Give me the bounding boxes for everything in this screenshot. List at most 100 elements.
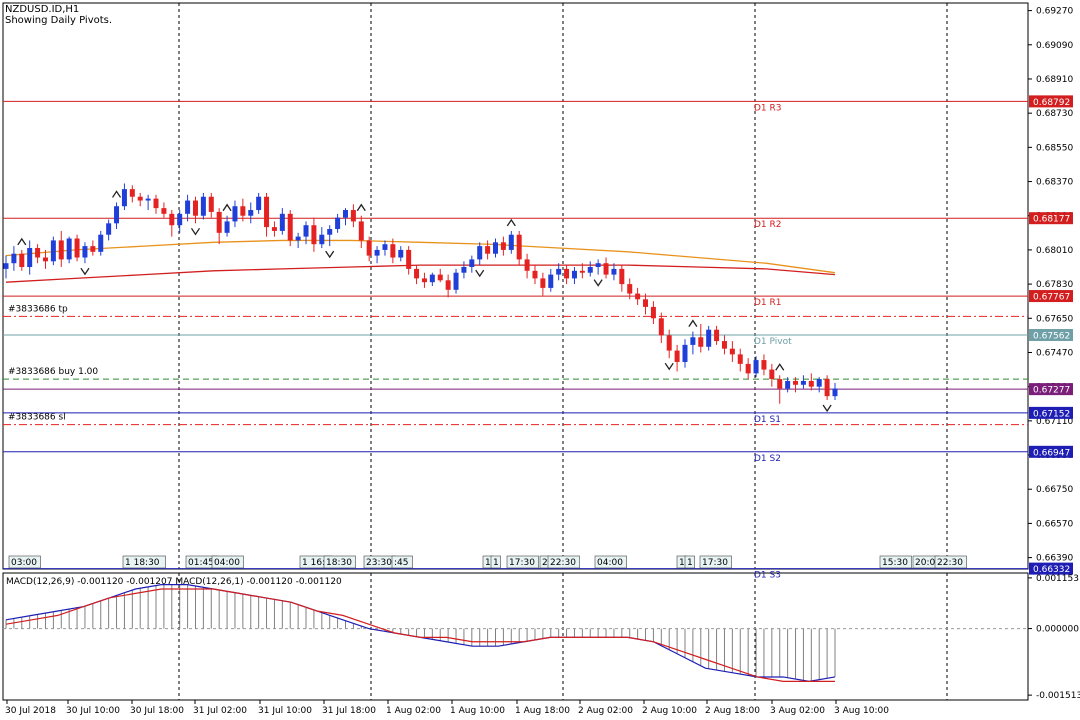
candle-body bbox=[50, 240, 56, 262]
x-tick-label: 1 Aug 18:00 bbox=[515, 706, 570, 716]
pivot-label: D1 S1 bbox=[754, 415, 781, 425]
x-tick-label: 1 Aug 10:00 bbox=[450, 706, 505, 716]
candle-body bbox=[477, 246, 483, 260]
x-tick-label: 3 Aug 02:00 bbox=[770, 706, 825, 716]
time-marker-box bbox=[211, 555, 244, 569]
y-tick-label: 0.66750 bbox=[1036, 485, 1073, 495]
fractal-marker bbox=[190, 227, 201, 236]
x-tick-label: 1 Aug 02:00 bbox=[386, 706, 441, 716]
subtitle-label: Showing Daily Pivots. bbox=[5, 15, 113, 26]
candle-body bbox=[121, 189, 127, 207]
macd-y-tick-label: 0.000000 bbox=[1036, 625, 1079, 635]
time-marker-box bbox=[699, 555, 732, 569]
candle-body bbox=[256, 196, 262, 211]
candle-body bbox=[11, 253, 17, 264]
time-marker: 03:00 bbox=[11, 558, 37, 568]
candle-body bbox=[327, 229, 333, 235]
main-pane-frame bbox=[2, 2, 1029, 570]
candle-body bbox=[335, 217, 341, 230]
y-tick-label: 0.67650 bbox=[1036, 314, 1073, 324]
candle-body bbox=[192, 200, 198, 216]
time-marker: 22:30 bbox=[937, 558, 963, 568]
y-tick-label: 0.68550 bbox=[1036, 143, 1073, 153]
candle-body bbox=[90, 246, 96, 252]
x-tick-label: 2 Aug 02:00 bbox=[578, 706, 633, 716]
ma-fast-line bbox=[5, 239, 836, 274]
candle-body bbox=[445, 280, 451, 290]
candle-body bbox=[571, 270, 577, 279]
signal-line bbox=[5, 588, 835, 682]
time-marker: 1 bbox=[679, 558, 685, 568]
trade-label: #3833686 sl bbox=[8, 413, 66, 423]
pivot-label: D1 S3 bbox=[754, 571, 781, 581]
symbol-label: NZDUSD.ID,H1 bbox=[5, 4, 80, 15]
candle-body bbox=[753, 360, 759, 374]
x-tick-label: 30 Jul 2018 bbox=[5, 706, 56, 716]
candle-body bbox=[414, 268, 420, 279]
price-tag-text: 0.68792 bbox=[1033, 98, 1070, 108]
time-marker-box bbox=[879, 555, 912, 569]
candle-body bbox=[516, 234, 522, 260]
time-marker-box bbox=[122, 555, 166, 569]
candle-body bbox=[761, 360, 767, 370]
x-tick-label: 31 Jul 10:00 bbox=[258, 706, 312, 716]
candle-body bbox=[421, 278, 427, 283]
candle-body bbox=[358, 221, 364, 241]
candle-body bbox=[493, 242, 499, 254]
candle-body bbox=[603, 263, 609, 275]
candle-body bbox=[287, 213, 293, 241]
fractal-marker bbox=[664, 362, 674, 371]
time-marker: 1 bbox=[493, 558, 499, 568]
candle-body bbox=[658, 318, 664, 336]
time-marker-box bbox=[323, 555, 356, 569]
candle-body bbox=[832, 388, 838, 397]
candle-body bbox=[666, 335, 672, 351]
fractal-marker bbox=[506, 218, 516, 227]
candle-body bbox=[579, 270, 585, 273]
candle-body bbox=[619, 268, 625, 285]
candle-body bbox=[556, 268, 562, 275]
candle-body bbox=[698, 337, 704, 347]
time-marker: 17:30 bbox=[702, 558, 728, 568]
candle-body bbox=[721, 341, 727, 349]
fractal-marker bbox=[475, 269, 485, 278]
candle-body bbox=[690, 337, 696, 345]
candle-body bbox=[785, 380, 791, 389]
price-tag-text: 0.67767 bbox=[1033, 293, 1070, 303]
time-marker: :45 bbox=[394, 558, 408, 568]
candle-body bbox=[800, 380, 806, 385]
price-tag-box bbox=[1029, 95, 1073, 108]
candle-body bbox=[540, 278, 546, 288]
candle-body bbox=[374, 249, 380, 256]
candle-body bbox=[469, 259, 475, 268]
candle-body bbox=[232, 206, 238, 222]
x-tick-label: 3 Aug 10:00 bbox=[834, 706, 889, 716]
y-tick-label: 0.67110 bbox=[1036, 417, 1073, 427]
pivot-label: D1 Pivot bbox=[754, 337, 792, 347]
time-marker-box bbox=[684, 555, 695, 569]
time-marker: 1 bbox=[485, 558, 491, 568]
price-tag-text: 0.66332 bbox=[1033, 565, 1070, 575]
x-tick-label: 2 Aug 18:00 bbox=[705, 706, 760, 716]
candle-body bbox=[587, 267, 593, 273]
candle-body bbox=[271, 227, 277, 231]
ma-slow-line bbox=[5, 264, 836, 283]
price-tag-box bbox=[1029, 212, 1073, 225]
time-marker: 15:30 bbox=[882, 558, 908, 568]
candle-body bbox=[453, 272, 459, 290]
time-marker-box bbox=[547, 555, 580, 569]
time-marker-box bbox=[8, 555, 41, 569]
fractal-marker bbox=[356, 203, 366, 212]
y-tick-label: 0.69270 bbox=[1036, 7, 1073, 17]
candle-body bbox=[248, 210, 254, 216]
candle-body bbox=[816, 379, 822, 387]
candle-body bbox=[650, 306, 656, 319]
price-tag-text: 0.66947 bbox=[1033, 448, 1070, 458]
fractal-marker bbox=[775, 363, 785, 371]
candle-body bbox=[366, 240, 372, 256]
candle-body bbox=[532, 270, 538, 279]
y-tick-label: 0.66570 bbox=[1036, 519, 1073, 529]
candle-body bbox=[564, 268, 570, 279]
